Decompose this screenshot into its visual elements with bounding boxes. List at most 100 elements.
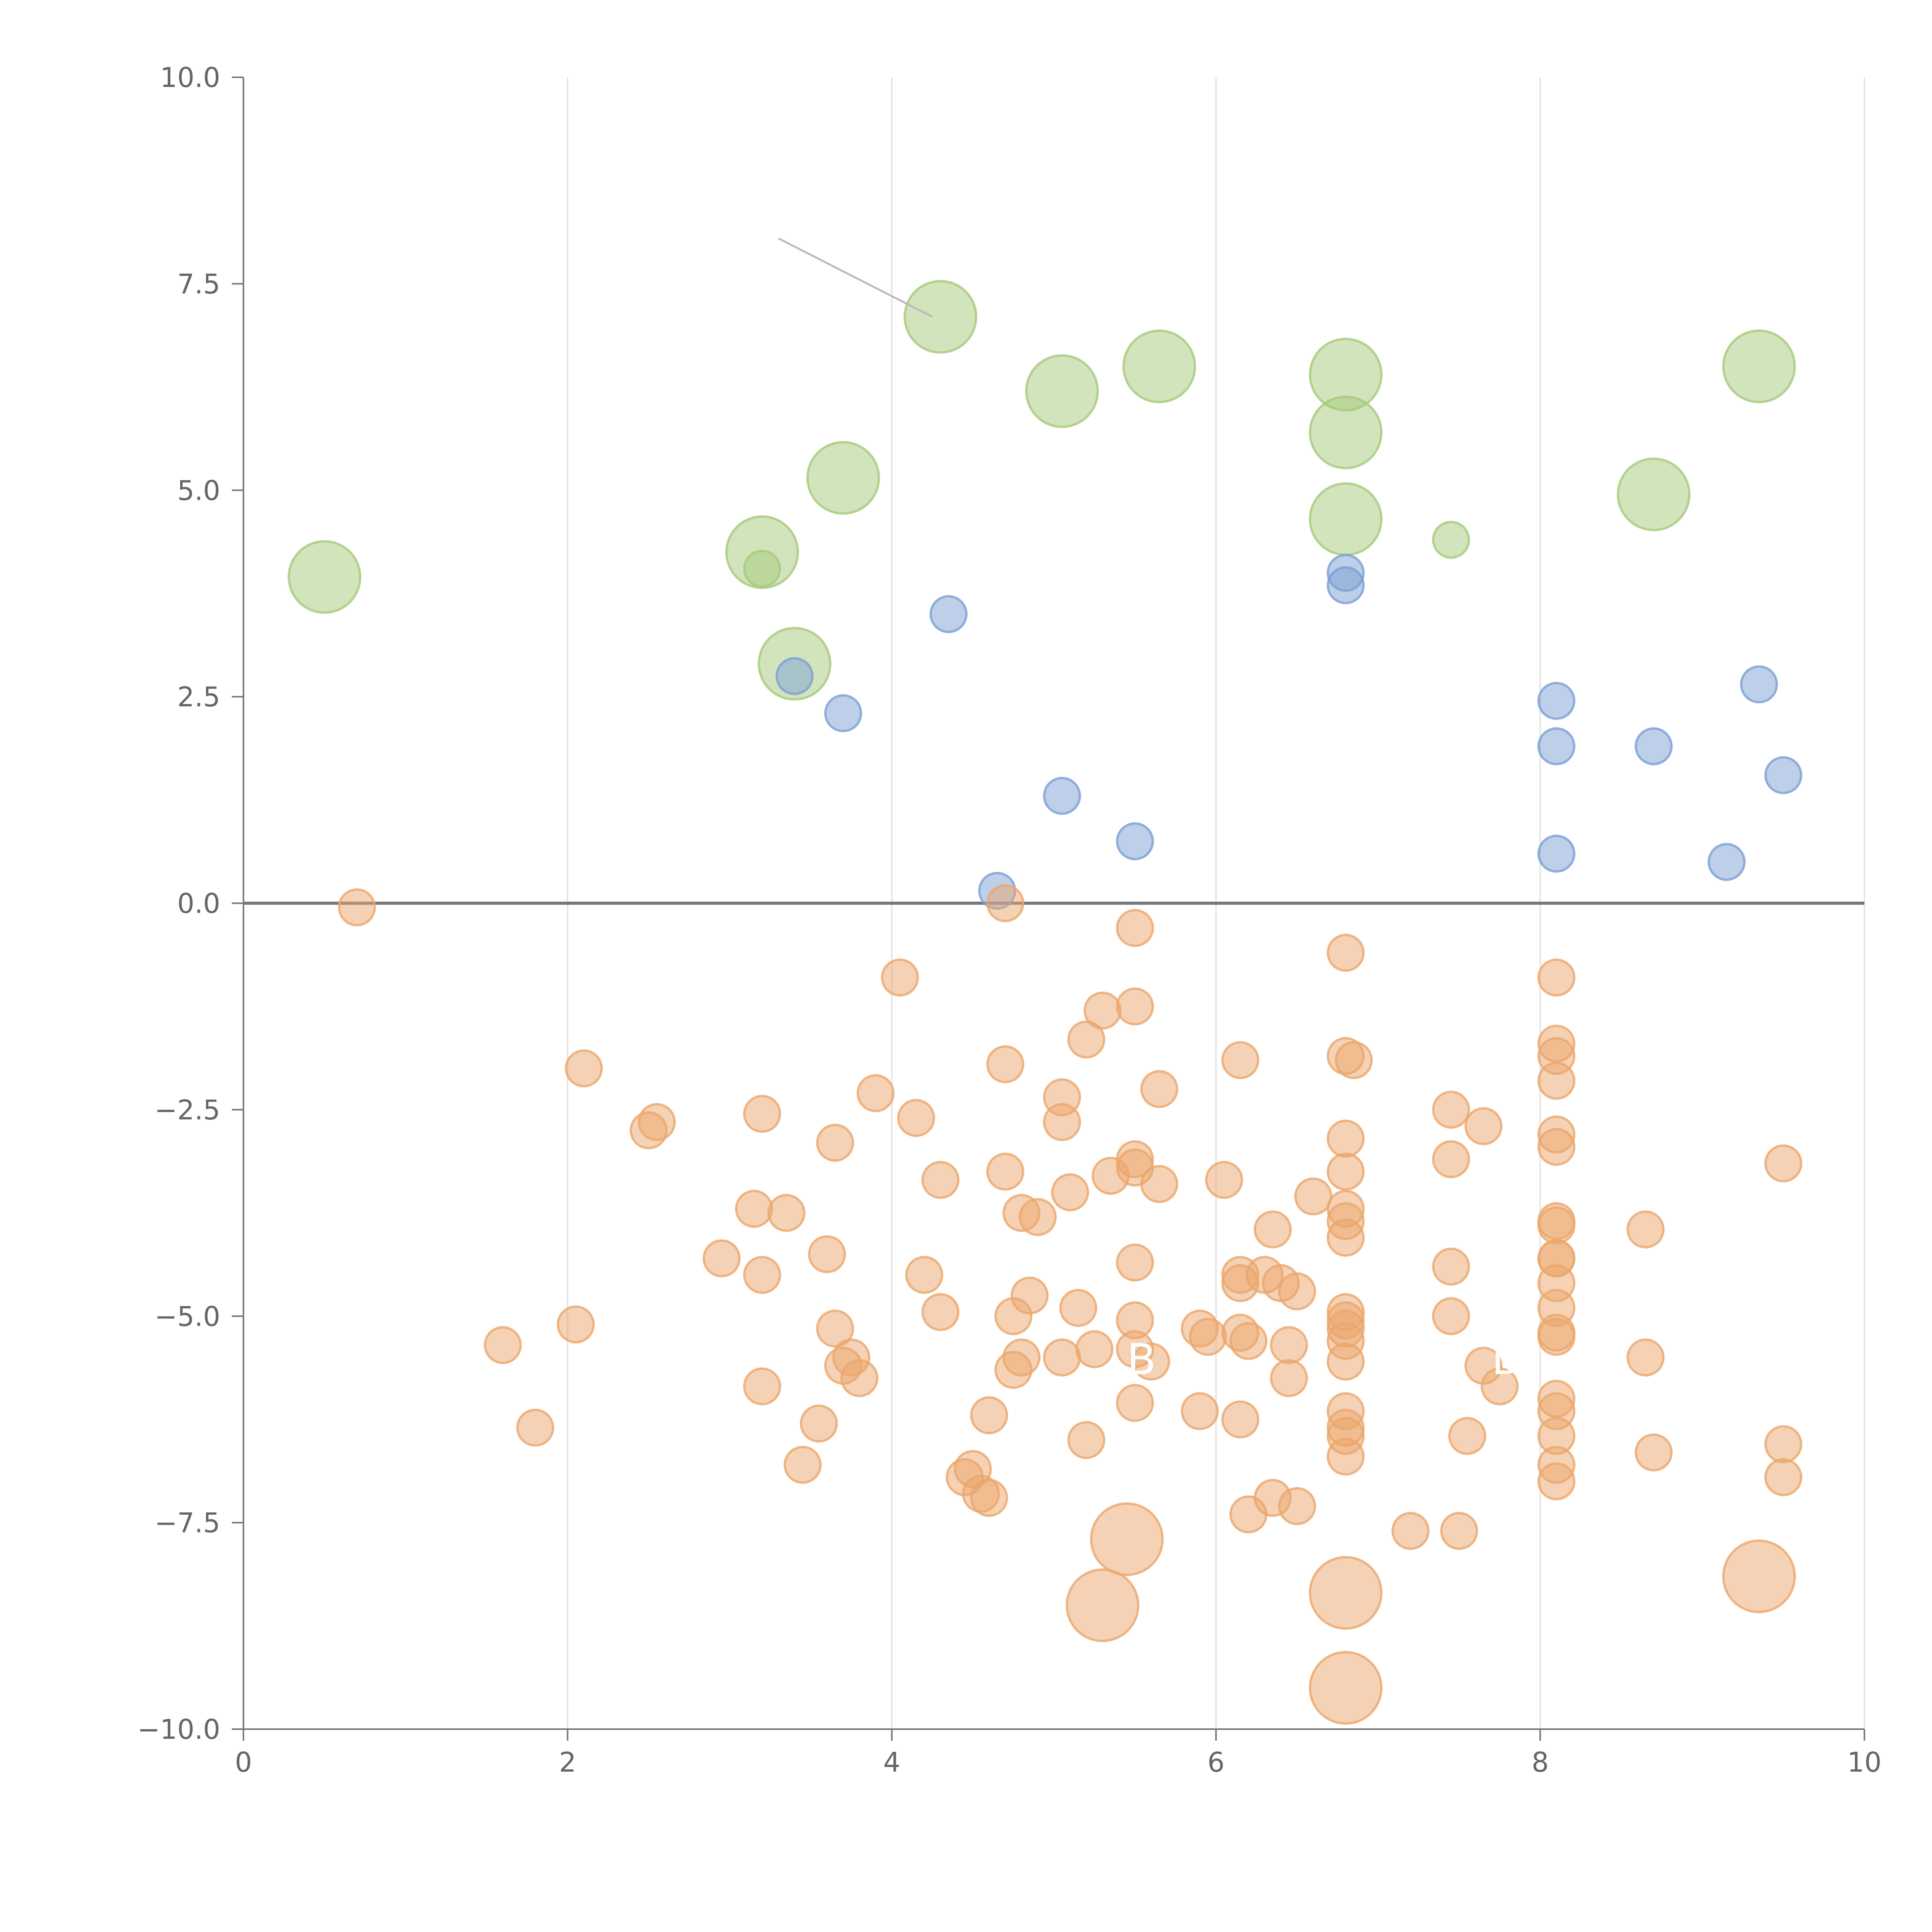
orange-point [1327, 1342, 1365, 1381]
orange-point [1010, 1276, 1049, 1315]
orange-point [1722, 1539, 1796, 1613]
orange-point [1537, 1462, 1576, 1500]
orange-point [1051, 1173, 1089, 1211]
orange-point [921, 1161, 960, 1199]
orange-point [808, 1235, 846, 1274]
orange-point [743, 1367, 781, 1406]
orange-point [905, 1256, 944, 1294]
y-tick-label: −5.0 [155, 1301, 220, 1332]
orange-point [1043, 1103, 1081, 1141]
green-point [743, 549, 781, 588]
orange-point [556, 1305, 595, 1344]
orange-point [638, 1103, 676, 1141]
orange-point [743, 1256, 781, 1294]
green-point [287, 540, 362, 614]
orange-point [1140, 1070, 1179, 1108]
orange-point [856, 1074, 895, 1112]
green-point [903, 280, 978, 354]
orange-point [1116, 987, 1154, 1026]
orange-point [784, 1446, 822, 1484]
axes [232, 77, 1865, 1741]
green-point [806, 441, 880, 515]
orange-point [1432, 1140, 1470, 1179]
orange-point [840, 1359, 879, 1397]
orange-point [1432, 1297, 1470, 1335]
y-tick-label: 2.5 [177, 681, 220, 713]
annotation-label: D [1492, 1335, 1524, 1384]
orange-point [970, 1396, 1008, 1434]
blue-point [1634, 727, 1673, 765]
orange-point [1075, 1330, 1114, 1368]
y-tick-label: −10.0 [137, 1714, 220, 1745]
green-point [1122, 329, 1196, 403]
orange-point [1626, 1338, 1665, 1377]
orange-point [1229, 1322, 1268, 1360]
x-tick-label: 0 [235, 1747, 252, 1778]
orange-point [1294, 1177, 1332, 1216]
orange-point [1634, 1433, 1673, 1472]
y-tick-label: 0.0 [177, 888, 220, 920]
orange-point [1391, 1512, 1430, 1550]
green-point [1432, 520, 1470, 559]
orange-point [743, 1095, 781, 1133]
orange-point [1626, 1210, 1665, 1249]
orange-point [1140, 1165, 1179, 1203]
tick-labels: 0 2 4 6 8 10 10.0 7.5 5.0 2.5 0.0 −2.5 −5.0 −7.5 −10.0 [137, 62, 1881, 1778]
orange-point [1432, 1090, 1470, 1129]
orange-point [1189, 1318, 1227, 1356]
orange-point [986, 884, 1024, 922]
orange-point [767, 1194, 806, 1232]
orange-point [1116, 1243, 1154, 1282]
green-point [1617, 457, 1691, 531]
orange-point [1270, 1359, 1308, 1397]
orange-point [702, 1239, 741, 1277]
orange-point [1180, 1392, 1219, 1430]
orange-point [1327, 1218, 1365, 1257]
orange-point [1309, 1556, 1383, 1630]
orange-point [816, 1310, 854, 1348]
orange-point [1132, 1342, 1170, 1381]
x-tick-label: 4 [883, 1747, 901, 1778]
y-tick-label: −7.5 [155, 1507, 220, 1539]
orange-point [970, 1479, 1008, 1517]
orange-point [1116, 1384, 1154, 1422]
y-tick-label: 7.5 [177, 268, 220, 300]
orange-point [897, 1099, 935, 1137]
green-point [1722, 329, 1796, 403]
x-tick-label: 10 [1847, 1747, 1881, 1778]
orange-point [1537, 958, 1576, 997]
orange-point [1327, 1119, 1365, 1158]
orange-point [1764, 1458, 1803, 1497]
orange-point [735, 1190, 773, 1228]
orange-point [1335, 1041, 1373, 1079]
orange-point [1065, 1568, 1139, 1642]
orange-point [1309, 1651, 1383, 1725]
orange-point [1537, 1206, 1576, 1245]
green-point [1025, 354, 1099, 428]
blue-point [1537, 835, 1576, 873]
data-points [287, 280, 1803, 1725]
orange-point [1067, 1020, 1105, 1059]
x-tick-label: 2 [559, 1747, 577, 1778]
orange-point [1448, 1417, 1486, 1455]
orange-point [1221, 1400, 1260, 1439]
blue-point [1043, 777, 1081, 815]
blue-point [1740, 665, 1778, 704]
orange-point [1278, 1487, 1316, 1526]
orange-point [1116, 909, 1154, 947]
orange-point [1764, 1425, 1803, 1463]
blue-point [929, 595, 968, 633]
orange-point [1537, 1318, 1576, 1356]
orange-point [484, 1326, 522, 1364]
orange-point [921, 1293, 960, 1331]
orange-point [1537, 1128, 1576, 1166]
orange-point [516, 1408, 554, 1447]
green-point [1309, 395, 1383, 469]
blue-point [1327, 566, 1365, 604]
orange-point [1059, 1289, 1097, 1327]
orange-point [881, 958, 919, 997]
orange-point [1083, 992, 1122, 1030]
orange-point [1327, 1437, 1365, 1476]
y-tick-label: −2.5 [155, 1094, 220, 1126]
